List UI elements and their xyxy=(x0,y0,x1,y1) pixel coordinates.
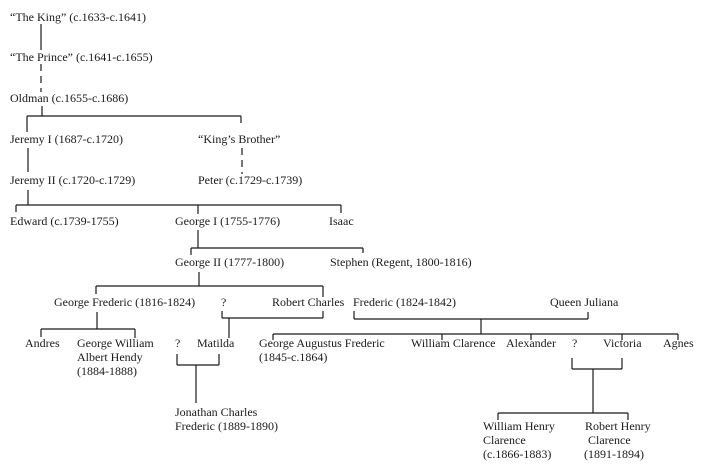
node-george-william-line: George William xyxy=(77,336,154,350)
node-peter: Peter (c.1729-c.1739) xyxy=(198,173,302,187)
node-queen-juliana: Queen Juliana xyxy=(550,295,619,309)
node-george-william-line: Albert Hendy xyxy=(77,350,143,364)
node-jonathan-charles: Jonathan Charles Frederic (1889-1890) xyxy=(175,405,278,433)
node-robert-henry: Robert Henry Clarence (1891-1894) xyxy=(584,419,654,461)
node-jeremy-ii: Jeremy II (c.1720-c.1729) xyxy=(10,173,135,187)
node-robert-henry-line: Clarence xyxy=(588,433,631,447)
node-victoria: Victoria xyxy=(603,336,642,350)
node-andres: Andres xyxy=(25,336,60,350)
node-robert-henry-line: (1891-1894) xyxy=(584,447,644,461)
node-george-ii: George II (1777-1800) xyxy=(175,255,284,269)
node-robert-charles: Robert Charles xyxy=(272,295,345,309)
node-the-king: “The King” (c.1633-c.1641) xyxy=(10,10,146,24)
connector-lines xyxy=(15,24,679,420)
node-george-frederic: George Frederic (1816-1824) xyxy=(54,295,195,309)
node-william-henry: William Henry Clarence (c.1866-1883) xyxy=(483,419,558,461)
node-george-augustus-line: (1845-c.1864) xyxy=(259,350,327,364)
node-george-i: George I (1755-1776) xyxy=(175,214,280,228)
node-frederic: Frederic (1824-1842) xyxy=(353,295,456,309)
node-william-henry-line: William Henry xyxy=(483,419,555,433)
person-labels: “The King” (c.1633-c.1641) “The Prince” … xyxy=(10,10,694,461)
node-agnes: Agnes xyxy=(663,336,694,350)
node-jeremy-i: Jeremy I (1687-c.1720) xyxy=(10,132,123,146)
node-oldman: Oldman (c.1655-c.1686) xyxy=(10,91,128,105)
node-unknown-1: ? xyxy=(221,295,226,309)
node-william-henry-line: (c.1866-1883) xyxy=(483,447,551,461)
node-matilda: Matilda xyxy=(197,336,235,350)
node-unknown-3: ? xyxy=(572,336,577,350)
node-kings-brother: “King’s Brother” xyxy=(198,132,280,146)
node-unknown-2: ? xyxy=(175,336,180,350)
node-george-william-line: (1884-1888) xyxy=(77,364,137,378)
node-the-prince: “The Prince” (c.1641-c.1655) xyxy=(10,50,153,64)
node-william-clarence: William Clarence xyxy=(411,336,495,350)
node-george-augustus-line: George Augustus Frederic xyxy=(259,336,385,350)
node-william-henry-line: Clarence xyxy=(483,433,526,447)
node-edward: Edward (c.1739-1755) xyxy=(10,214,119,228)
node-robert-henry-line: Robert Henry xyxy=(585,419,651,433)
node-george-augustus: George Augustus Frederic (1845-c.1864) xyxy=(259,336,388,364)
node-alexander: Alexander xyxy=(506,336,556,350)
node-jonathan-charles-line: Frederic (1889-1890) xyxy=(175,419,278,433)
node-stephen: Stephen (Regent, 1800-1816) xyxy=(330,255,472,269)
node-george-william: George William Albert Hendy (1884-1888) xyxy=(77,336,157,378)
node-jonathan-charles-line: Jonathan Charles xyxy=(175,405,258,419)
node-isaac: Isaac xyxy=(329,214,354,228)
